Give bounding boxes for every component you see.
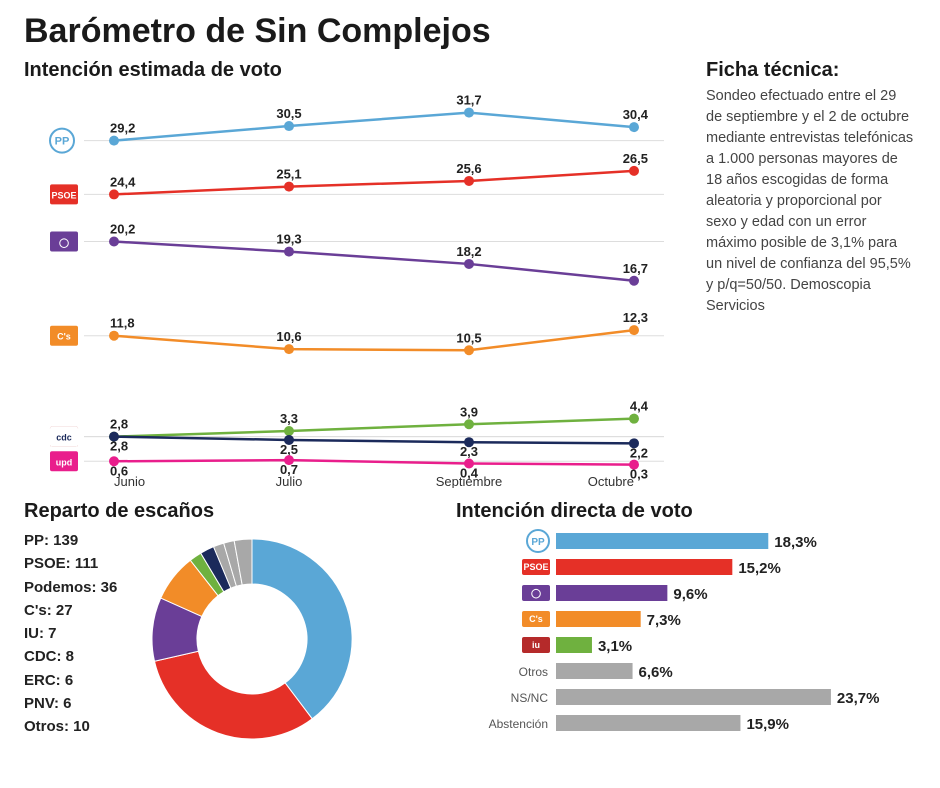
sidebar-title: Ficha técnica: [706,59,916,82]
svg-text:15,9%: 15,9% [746,716,789,733]
svg-text:6,6%: 6,6% [639,664,673,681]
svg-text:PSOE: PSOE [523,562,548,572]
svg-text:PSOE: PSOE [51,190,76,200]
svg-text:4,4: 4,4 [630,399,649,414]
svg-text:11,8: 11,8 [110,316,135,331]
svg-text:iu: iu [532,640,540,650]
donut-legend-item: PSOE: 111 [24,552,117,575]
svg-text:C's: C's [529,614,543,624]
svg-text:24,4: 24,4 [110,174,136,189]
donut-legend-item: ERC: 6 [24,669,117,692]
sidebar-text: Sondeo efectuado entre el 29 de septiemb… [706,86,916,317]
svg-text:7,3%: 7,3% [647,612,681,629]
svg-text:Junio: Junio [114,474,145,488]
donut-legend-item: Podemos: 36 [24,576,117,599]
linechart-title: Intención estimada de voto [24,59,688,82]
linechart-panel: Intención estimada de voto PPPSOE◯C'siuc… [24,59,688,488]
svg-text:2,8: 2,8 [110,417,128,432]
svg-text:29,2: 29,2 [110,121,135,136]
donut-legend-item: Otros: 10 [24,715,117,738]
svg-text:31,7: 31,7 [456,93,481,108]
donut-legend-item: C's: 27 [24,599,117,622]
svg-text:2,8: 2,8 [110,439,128,454]
svg-text:10,5: 10,5 [456,330,481,345]
svg-text:10,6: 10,6 [276,329,301,344]
svg-text:23,7%: 23,7% [837,690,880,707]
svg-text:20,2: 20,2 [110,222,135,237]
svg-text:15,2%: 15,2% [738,560,781,577]
linechart-svg: PPPSOE◯C'siucdcupd29,230,531,730,424,425… [24,88,684,488]
svg-text:19,3: 19,3 [276,232,301,247]
svg-text:upd: upd [56,457,73,467]
svg-text:Octubre: Octubre [588,474,634,488]
donut-svg [127,529,377,749]
svg-text:2,5: 2,5 [280,442,298,457]
svg-text:25,1: 25,1 [276,167,301,182]
barchart-svg: PP 18,3% PSOE 15,2% ◯ 9,6% C's 7,3% iu 3,1% Otros 6… [456,529,916,759]
donut-panel: Reparto de escaños PP: 139PSOE: 111Podem… [24,500,436,764]
barchart-panel: Intención directa de voto PP 18,3% PSOE 15,… [456,500,916,764]
svg-text:12,3: 12,3 [623,310,648,325]
svg-text:NS/NC: NS/NC [511,691,549,705]
svg-text:Abstención: Abstención [489,717,548,731]
svg-text:9,6%: 9,6% [673,586,707,603]
svg-text:Otros: Otros [519,665,548,679]
svg-text:25,6: 25,6 [456,161,481,176]
donut-legend-item: CDC: 8 [24,645,117,668]
svg-text:26,5: 26,5 [623,151,648,166]
svg-text:PP: PP [55,136,70,148]
svg-text:◯: ◯ [59,238,69,249]
svg-text:3,9: 3,9 [460,404,478,419]
svg-text:3,1%: 3,1% [598,638,632,655]
svg-text:Julio: Julio [276,474,303,488]
sidebar-panel: Ficha técnica: Sondeo efectuado entre el… [706,59,916,488]
svg-text:3,3: 3,3 [280,411,298,426]
barchart-title: Intención directa de voto [456,500,916,523]
svg-text:18,3%: 18,3% [774,534,817,551]
svg-text:30,4: 30,4 [623,107,649,122]
donut-legend-item: PNV: 6 [24,692,117,715]
svg-text:◯: ◯ [531,588,541,599]
donut-legend-item: IU: 7 [24,622,117,645]
svg-text:cdc: cdc [56,433,72,443]
svg-text:18,2: 18,2 [456,244,481,259]
svg-text:PP: PP [531,537,545,548]
svg-text:16,7: 16,7 [623,261,648,276]
svg-text:Septiembre: Septiembre [436,474,502,488]
svg-text:2,3: 2,3 [460,444,478,459]
donut-title: Reparto de escaños [24,500,436,523]
svg-text:2,2: 2,2 [630,445,648,460]
svg-text:30,5: 30,5 [276,106,301,121]
svg-text:C's: C's [57,332,71,342]
donut-legend: PP: 139PSOE: 111Podemos: 36C's: 27IU: 7C… [24,529,117,738]
donut-legend-item: PP: 139 [24,529,117,552]
page-title: Barómetro de Sin Complejos [24,12,916,51]
